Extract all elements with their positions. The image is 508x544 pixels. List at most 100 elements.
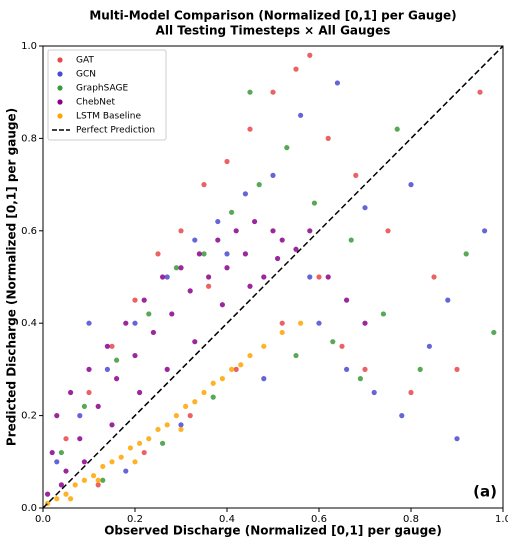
point [146, 436, 152, 442]
point [233, 228, 239, 234]
point [91, 473, 97, 479]
point [54, 413, 60, 419]
point [100, 477, 106, 483]
y-tick-label: 0.0 [21, 503, 37, 514]
point [206, 274, 212, 280]
perfect-prediction-line [42, 45, 504, 509]
point [146, 311, 152, 317]
y-tick-label: 1.0 [21, 41, 37, 52]
point [210, 394, 216, 400]
x-tick-label: 0.2 [127, 514, 143, 525]
point [132, 297, 138, 303]
point [445, 297, 451, 303]
point [86, 389, 92, 396]
point [127, 445, 133, 451]
point [298, 112, 304, 118]
point [104, 366, 110, 372]
point [380, 311, 386, 317]
point [325, 274, 331, 280]
point [63, 491, 69, 497]
point [123, 468, 129, 474]
point [344, 297, 350, 303]
point [256, 182, 262, 188]
point [242, 251, 248, 257]
y-tick-label: 0.4 [21, 318, 37, 329]
point [219, 302, 225, 308]
point [330, 339, 336, 345]
point [210, 380, 216, 386]
point [463, 251, 469, 257]
point [104, 343, 110, 349]
point [284, 145, 290, 151]
point [229, 366, 235, 372]
legend-text: Perfect Prediction [76, 126, 155, 136]
point [109, 459, 115, 465]
point [164, 366, 170, 372]
point [307, 228, 313, 234]
point [348, 237, 354, 243]
point [233, 366, 239, 372]
y-tick-label: 0.6 [21, 226, 37, 237]
point [293, 66, 299, 72]
point [150, 329, 156, 336]
chart-subtitle: All Testing Timesteps × All Gauges [156, 24, 391, 38]
point [192, 339, 198, 345]
point [160, 440, 166, 446]
x-tick-label: 0.0 [35, 514, 51, 525]
point [178, 228, 184, 234]
point [58, 482, 64, 488]
point [454, 366, 460, 372]
point [86, 320, 92, 326]
point [371, 389, 377, 396]
point [261, 343, 267, 349]
point [385, 228, 391, 234]
point [477, 89, 483, 95]
point [399, 413, 405, 419]
point [132, 320, 138, 326]
point [81, 459, 87, 465]
point [201, 389, 207, 396]
legend-marker [57, 99, 63, 105]
point [224, 265, 230, 271]
legend-box [47, 49, 167, 141]
chart-title: Multi-Model Comparison (Normalized [0,1]… [89, 9, 456, 23]
point [298, 320, 304, 326]
point [141, 297, 147, 303]
point [160, 274, 166, 280]
point [109, 422, 115, 428]
legend-marker [57, 57, 63, 63]
point [132, 352, 138, 359]
legend-text: LSTM Baseline [76, 112, 141, 122]
point [192, 399, 198, 405]
point [123, 320, 129, 326]
point [408, 389, 414, 396]
point [219, 376, 225, 382]
point [141, 449, 147, 456]
x-axis-label: Observed Discharge (Normalized [0,1] per… [104, 524, 442, 538]
point [270, 172, 276, 178]
point [63, 436, 69, 442]
point [49, 449, 55, 456]
legend-text: GraphSAGE [76, 84, 128, 94]
point [215, 237, 221, 243]
point [118, 454, 124, 460]
point [114, 357, 120, 363]
point [362, 366, 368, 372]
point [86, 366, 92, 372]
point [45, 491, 51, 497]
point [178, 426, 184, 433]
point [247, 352, 253, 359]
point [164, 274, 170, 280]
x-tick-label: 1.0 [495, 514, 508, 525]
point [344, 366, 350, 372]
point [95, 477, 101, 483]
point [491, 329, 497, 336]
point [173, 413, 179, 419]
point [155, 426, 161, 433]
x-tick-label: 0.8 [403, 514, 419, 525]
legend-text: GCN [76, 70, 96, 80]
y-tick-label: 0.2 [21, 411, 37, 422]
point [247, 89, 253, 95]
point [201, 251, 207, 257]
point [173, 265, 179, 271]
